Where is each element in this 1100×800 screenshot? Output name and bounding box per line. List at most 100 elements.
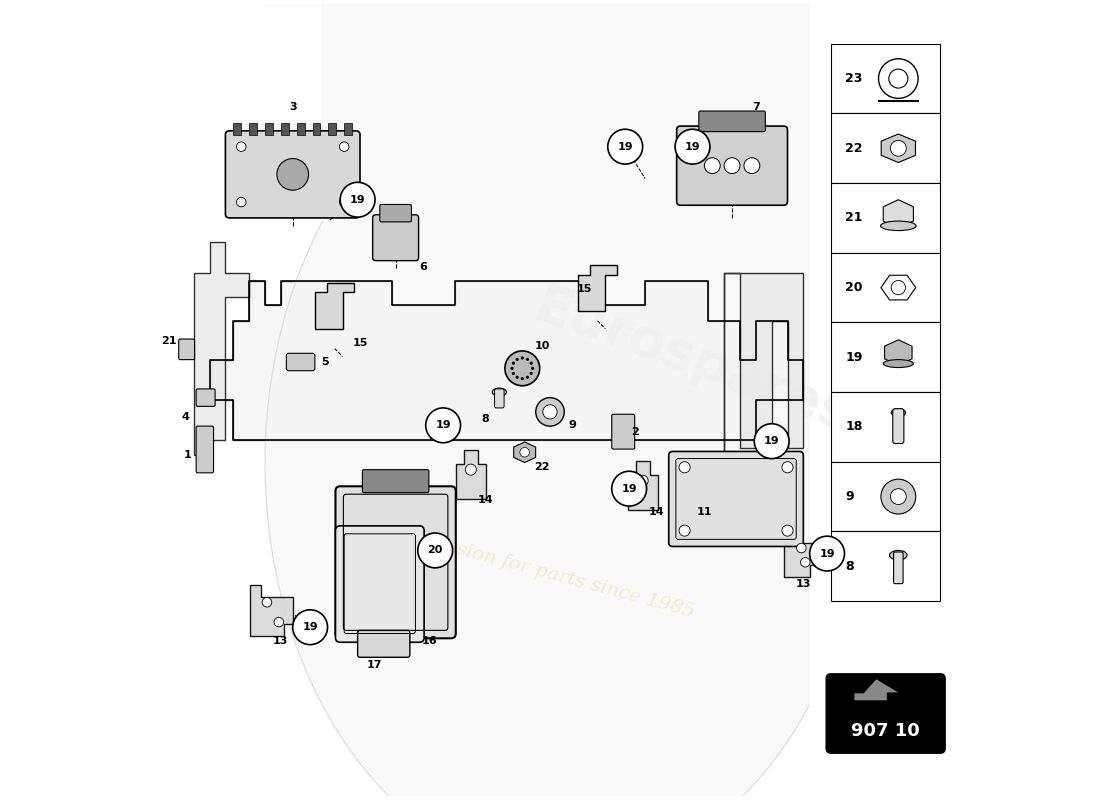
Polygon shape [315,283,354,329]
Polygon shape [881,134,915,162]
Circle shape [274,618,284,627]
FancyBboxPatch shape [362,470,429,493]
Circle shape [505,351,540,386]
Text: 6: 6 [419,262,427,272]
FancyBboxPatch shape [893,409,904,443]
Ellipse shape [883,360,913,367]
Circle shape [744,158,760,174]
Text: 13: 13 [273,637,288,646]
Text: 23: 23 [845,72,862,85]
Text: 22: 22 [535,462,550,471]
Circle shape [801,558,810,567]
Bar [312,123,320,134]
Text: 21: 21 [161,336,176,346]
Circle shape [516,358,519,361]
Circle shape [679,462,690,473]
Text: 14: 14 [649,507,664,518]
Polygon shape [881,275,915,300]
Bar [344,123,352,134]
Text: 19: 19 [617,142,632,152]
Text: 20: 20 [428,546,443,555]
FancyBboxPatch shape [830,531,940,601]
Polygon shape [724,274,803,455]
Polygon shape [784,530,820,577]
Text: 19: 19 [436,420,451,430]
FancyBboxPatch shape [698,111,766,132]
FancyBboxPatch shape [830,322,940,392]
Circle shape [262,598,272,607]
Polygon shape [210,282,803,439]
Ellipse shape [492,388,506,396]
Text: 15: 15 [576,284,592,294]
Circle shape [340,182,375,217]
Circle shape [529,372,532,375]
FancyBboxPatch shape [226,131,360,218]
Circle shape [510,366,514,370]
Bar [297,123,305,134]
Circle shape [520,377,524,380]
FancyBboxPatch shape [336,526,425,642]
Text: 9: 9 [845,490,854,503]
Text: 19: 19 [302,622,318,632]
FancyBboxPatch shape [358,630,410,658]
Circle shape [608,130,642,164]
Circle shape [516,376,519,379]
Text: 19: 19 [763,436,780,446]
Circle shape [536,398,564,426]
Text: 21: 21 [845,211,862,225]
Circle shape [418,533,452,568]
Circle shape [890,140,906,156]
Circle shape [277,158,308,190]
Polygon shape [455,450,486,499]
Text: 9: 9 [569,420,576,430]
Circle shape [340,198,349,207]
Text: a passion for parts since 1985: a passion for parts since 1985 [404,527,696,622]
Text: 4: 4 [182,413,190,422]
Circle shape [755,424,789,458]
Circle shape [782,525,793,536]
Bar [328,123,337,134]
Circle shape [512,372,515,375]
FancyBboxPatch shape [495,389,504,408]
Text: 3: 3 [289,102,297,112]
Circle shape [520,357,524,360]
FancyBboxPatch shape [830,114,940,183]
Polygon shape [884,340,912,365]
Circle shape [531,366,535,370]
Circle shape [426,408,461,442]
Ellipse shape [880,221,916,230]
Bar [250,123,257,134]
Bar [280,123,289,134]
Circle shape [881,479,915,514]
FancyBboxPatch shape [379,205,411,222]
Text: 7: 7 [752,102,760,112]
FancyBboxPatch shape [830,183,940,253]
Polygon shape [628,461,658,510]
Circle shape [340,142,349,151]
Text: Eurospares: Eurospares [527,279,858,442]
FancyBboxPatch shape [676,126,788,206]
Polygon shape [194,242,250,455]
Text: 18: 18 [845,421,862,434]
Circle shape [520,447,529,457]
Circle shape [796,543,806,553]
Circle shape [465,464,476,475]
Text: 8: 8 [845,560,854,573]
Text: 10: 10 [535,341,550,351]
Circle shape [890,489,906,505]
Text: 19: 19 [684,142,701,152]
FancyBboxPatch shape [830,392,940,462]
Text: 2: 2 [631,426,639,437]
Text: 5: 5 [321,357,329,367]
Circle shape [782,462,793,473]
FancyBboxPatch shape [669,451,803,546]
Circle shape [236,142,246,151]
Polygon shape [854,678,900,701]
Text: 15: 15 [352,338,367,348]
Text: 1: 1 [184,450,191,461]
FancyBboxPatch shape [286,354,315,370]
Circle shape [526,358,529,361]
Text: 8: 8 [481,414,490,424]
FancyBboxPatch shape [893,552,903,584]
Text: 19: 19 [621,484,637,494]
